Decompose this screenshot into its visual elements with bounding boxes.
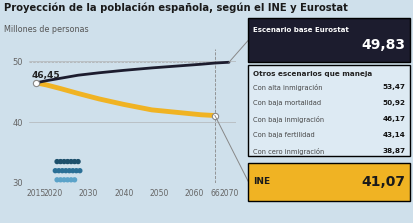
Text: 38,87: 38,87 [382, 148, 405, 154]
Text: Con baja inmigración: Con baja inmigración [252, 116, 323, 123]
Point [59, 169, 66, 172]
Point [68, 178, 74, 182]
Point [61, 178, 67, 182]
Text: Escenario base Eurostat: Escenario base Eurostat [253, 27, 349, 33]
Text: Con alta inmigración: Con alta inmigración [252, 84, 321, 91]
Point [61, 160, 67, 163]
Text: 53,47: 53,47 [382, 84, 405, 90]
Text: 49,83: 49,83 [361, 39, 405, 52]
Text: INE: INE [253, 177, 270, 186]
Point [71, 160, 78, 163]
Point [57, 178, 64, 182]
Point [57, 160, 64, 163]
Text: 41,07: 41,07 [361, 175, 405, 189]
Point [75, 160, 81, 163]
Point [62, 169, 69, 172]
Point [64, 178, 71, 182]
Point [73, 169, 79, 172]
Text: 43,14: 43,14 [382, 132, 405, 138]
Point [54, 178, 60, 182]
Text: 46,45: 46,45 [32, 71, 60, 80]
Point [66, 169, 72, 172]
Text: Con baja fertilidad: Con baja fertilidad [252, 132, 313, 138]
Text: Otros escenarios que maneja: Otros escenarios que maneja [252, 71, 371, 77]
Point [76, 169, 83, 172]
Point [68, 160, 74, 163]
Text: Millones de personas: Millones de personas [4, 25, 88, 33]
Point [71, 178, 78, 182]
Point [52, 169, 59, 172]
Text: 46,17: 46,17 [382, 116, 405, 122]
Point [69, 169, 76, 172]
Point [55, 169, 62, 172]
Text: Con baja mortalidad: Con baja mortalidad [252, 100, 320, 106]
Text: Proyección de la población española, según el INE y Eurostat: Proyección de la población española, seg… [4, 2, 347, 13]
Point [54, 160, 60, 163]
Point [64, 160, 71, 163]
Text: 50,92: 50,92 [382, 100, 405, 106]
Text: Con cero inmigración: Con cero inmigración [252, 148, 323, 155]
